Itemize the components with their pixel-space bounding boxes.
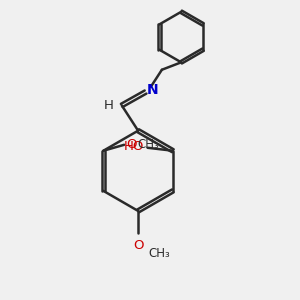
Text: HO: HO xyxy=(124,140,144,153)
Text: CH₃: CH₃ xyxy=(137,138,159,151)
Text: N: N xyxy=(147,83,159,97)
Text: CH₃: CH₃ xyxy=(148,247,170,260)
Text: O: O xyxy=(133,238,143,252)
Text: O: O xyxy=(127,138,137,151)
Text: H: H xyxy=(103,99,113,112)
